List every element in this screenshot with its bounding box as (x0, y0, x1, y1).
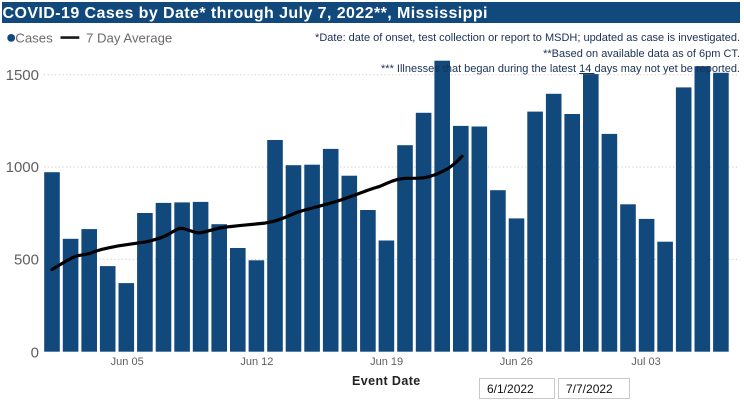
svg-text:1000: 1000 (6, 159, 39, 176)
svg-text:500: 500 (14, 252, 39, 269)
svg-text:Jun 05: Jun 05 (111, 356, 144, 368)
svg-text:Cases: Cases (15, 30, 53, 45)
svg-text:Jul 03: Jul 03 (631, 356, 660, 368)
svg-text:Jun 26: Jun 26 (500, 356, 533, 368)
svg-text:Jun 19: Jun 19 (370, 356, 403, 368)
svg-text:1500: 1500 (6, 67, 39, 84)
svg-text:0: 0 (31, 345, 39, 362)
svg-text:7 Day Average: 7 Day Average (86, 30, 172, 45)
svg-text:Jun 12: Jun 12 (240, 356, 273, 368)
